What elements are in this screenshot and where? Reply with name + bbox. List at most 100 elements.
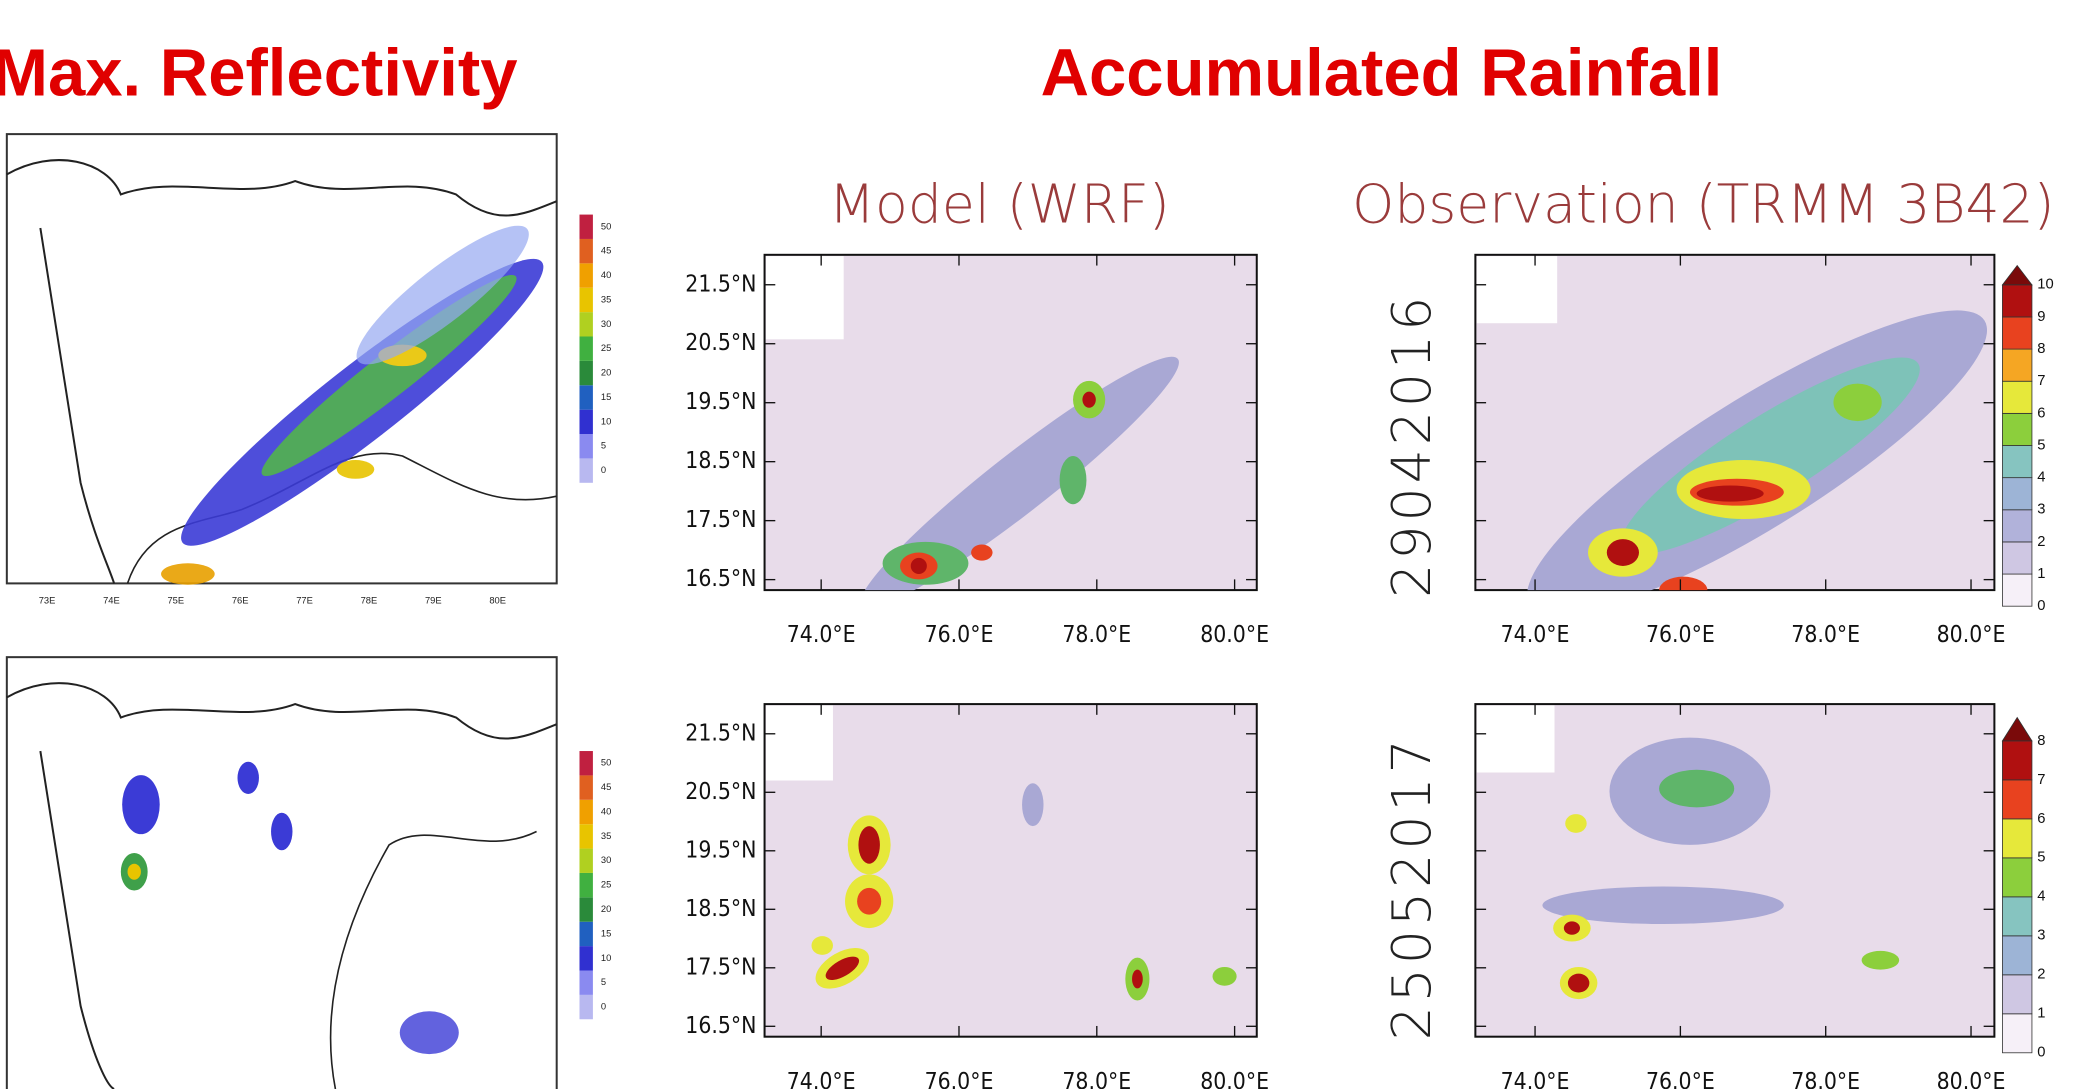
lat-label: 16.5°N <box>685 1013 756 1039</box>
lat-label: 17.5°N <box>685 954 756 980</box>
colorbar-label: 30 <box>601 855 611 865</box>
colorbar-label: 20 <box>601 368 611 378</box>
colorbar-label: 2 <box>2037 534 2045 550</box>
colorbar-box <box>2002 573 2033 607</box>
colorbar-arrow <box>2001 264 2033 286</box>
colorbar-box <box>579 214 593 239</box>
reflectivity-map <box>5 656 558 1089</box>
colorbar-box <box>2002 1013 2033 1054</box>
lon-label: 74.0°E <box>787 622 856 648</box>
colorbar-label: 35 <box>601 831 611 841</box>
colorbar-box <box>2002 412 2033 446</box>
colorbar-box <box>579 360 593 386</box>
colorbar-label: 50 <box>601 758 611 768</box>
colorbar-box <box>579 263 593 288</box>
lat-label: 19.5°N <box>685 389 756 415</box>
colorbar-box <box>579 970 593 995</box>
colorbar-label: 7 <box>2037 772 2045 788</box>
colorbar-label: 10 <box>601 416 611 426</box>
colorbar-label: 7 <box>2037 373 2045 389</box>
lat-label: 18.5°N <box>685 448 756 474</box>
observation-panel <box>1474 703 1996 1038</box>
colorbar-box <box>2002 896 2033 937</box>
colorbar-box <box>2002 857 2033 898</box>
lon-label: 78.0°E <box>1791 622 1860 648</box>
colorbar-box <box>579 458 593 483</box>
colorbar-box <box>579 921 593 947</box>
colorbar-label: 35 <box>601 294 611 304</box>
observation-title: Observation (TRMM 3B42) <box>1352 173 2055 236</box>
colorbar-label: 0 <box>2037 598 2045 614</box>
colorbar-box <box>579 312 593 337</box>
colorbar-box <box>2002 935 2033 976</box>
lon-label: 74E <box>103 595 120 605</box>
colorbar-label: 15 <box>601 928 611 938</box>
colorbar-box <box>579 336 593 361</box>
colorbar-label: 2 <box>2037 967 2045 983</box>
colorbar-box <box>579 872 593 898</box>
lon-label: 78.0°E <box>1062 622 1131 648</box>
date-label: 29042016 <box>1380 293 1443 598</box>
lon-label: 80.0°E <box>1937 622 2006 648</box>
lon-label: 79E <box>425 595 442 605</box>
colorbar-box <box>2002 509 2033 543</box>
colorbar-box <box>2002 316 2033 350</box>
colorbar-label: 3 <box>2037 502 2045 518</box>
colorbar-label: 1 <box>2037 1006 2045 1022</box>
colorbar-box <box>2002 779 2033 820</box>
colorbar-label: 10 <box>2037 277 2053 293</box>
colorbar-box <box>579 287 593 313</box>
lon-label: 76.0°E <box>925 622 994 648</box>
colorbar-box <box>2002 818 2033 859</box>
lat-label: 21.5°N <box>685 720 756 746</box>
lon-label: 74.0°E <box>1501 1069 1570 1089</box>
colorbar-label: 3 <box>2037 928 2045 944</box>
colorbar-label: 4 <box>2037 470 2045 486</box>
colorbar-box <box>579 799 593 825</box>
reflectivity-title: Max. Reflectivity <box>0 36 517 111</box>
colorbar-box <box>2002 974 2033 1015</box>
colorbar-label: 4 <box>2037 889 2045 905</box>
colorbar-arrow <box>2001 716 2033 742</box>
colorbar-label: 6 <box>2037 811 2045 827</box>
lon-label: 74.0°E <box>1501 622 1570 648</box>
lat-label: 18.5°N <box>685 896 756 922</box>
colorbar-label: 5 <box>601 441 606 451</box>
colorbar-label: 1 <box>2037 566 2045 582</box>
colorbar-box <box>579 897 593 922</box>
colorbar-box <box>2002 445 2033 479</box>
colorbar-box <box>579 238 593 264</box>
colorbar-label: 0 <box>2037 1045 2045 1061</box>
reflectivity-map <box>5 133 558 585</box>
colorbar-box <box>579 824 593 849</box>
colorbar-box <box>579 775 593 800</box>
lon-label: 78.0°E <box>1062 1069 1131 1089</box>
lon-label: 76.0°E <box>1646 1069 1715 1089</box>
lon-label: 76E <box>232 595 249 605</box>
lon-label: 76.0°E <box>1646 622 1715 648</box>
colorbar-box <box>579 994 593 1020</box>
colorbar-label: 25 <box>601 343 611 353</box>
colorbar-label: 40 <box>601 806 611 816</box>
colorbar-box <box>579 751 593 776</box>
colorbar-label: 5 <box>2037 850 2045 866</box>
colorbar-label: 45 <box>601 246 611 256</box>
rainfall-title: Accumulated Rainfall <box>1041 36 1723 111</box>
colorbar-label: 0 <box>601 1002 606 1012</box>
colorbar-box <box>2002 477 2033 511</box>
colorbar-label: 0 <box>601 465 606 475</box>
colorbar-label: 25 <box>601 880 611 890</box>
colorbar-box <box>579 385 593 410</box>
lat-label: 21.5°N <box>685 271 756 297</box>
colorbar-box <box>579 946 593 971</box>
colorbar-label: 8 <box>2037 341 2045 357</box>
colorbar-box <box>2002 541 2033 575</box>
lat-label: 19.5°N <box>685 837 756 863</box>
colorbar-box <box>579 434 593 459</box>
colorbar-label: 5 <box>2037 437 2045 453</box>
colorbar-label: 6 <box>2037 405 2045 421</box>
colorbar-label: 15 <box>601 392 611 402</box>
colorbar-label: 20 <box>601 904 611 914</box>
colorbar-box <box>2002 348 2033 382</box>
